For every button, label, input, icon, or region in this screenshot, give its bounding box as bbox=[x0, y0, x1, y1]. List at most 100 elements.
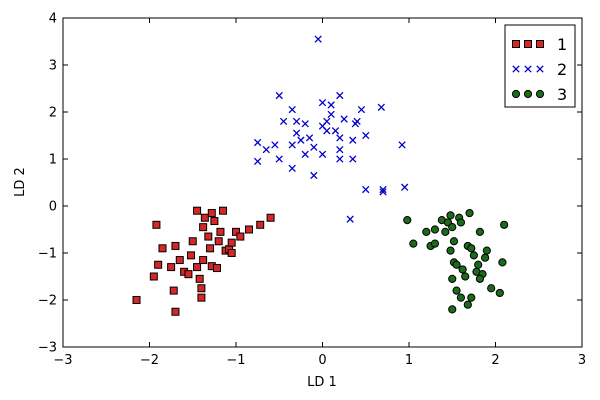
data-point bbox=[288, 141, 296, 149]
data-point bbox=[362, 131, 370, 140]
data-point bbox=[463, 300, 472, 309]
data-point bbox=[446, 211, 455, 220]
data-point bbox=[398, 141, 406, 149]
data-point bbox=[171, 307, 180, 316]
data-point bbox=[167, 263, 176, 272]
data-point bbox=[253, 138, 262, 147]
legend-entry-3: 3 bbox=[511, 85, 567, 104]
legend-label: 1 bbox=[557, 35, 567, 54]
data-point bbox=[403, 216, 412, 225]
legend-marker bbox=[512, 40, 520, 48]
data-point bbox=[216, 227, 225, 236]
data-point bbox=[498, 258, 507, 267]
data-point bbox=[448, 274, 457, 283]
data-point bbox=[210, 217, 219, 226]
data-point bbox=[340, 115, 348, 123]
data-point bbox=[377, 103, 385, 111]
axis-ticks: −3 −2 −1 0 1 2 3 −3 −2 −1 0 1 2 3 4 bbox=[38, 12, 586, 369]
data-point bbox=[449, 237, 459, 246]
data-point bbox=[253, 157, 262, 166]
x-tick-label: −1 bbox=[226, 353, 245, 368]
data-point bbox=[430, 239, 440, 248]
data-point bbox=[323, 127, 331, 135]
data-point bbox=[441, 227, 450, 236]
data-point bbox=[195, 274, 204, 283]
data-point bbox=[275, 155, 283, 163]
data-point bbox=[132, 296, 141, 304]
y-tick-label: −1 bbox=[38, 247, 57, 262]
data-point bbox=[336, 134, 344, 142]
data-point bbox=[336, 155, 344, 163]
data-point bbox=[336, 91, 344, 100]
series-1 bbox=[132, 206, 275, 316]
y-tick-label: 2 bbox=[49, 106, 57, 121]
data-point bbox=[446, 246, 455, 255]
data-point bbox=[314, 35, 322, 43]
data-point bbox=[292, 117, 301, 126]
plot-area bbox=[132, 35, 509, 316]
data-point bbox=[331, 127, 340, 135]
data-point bbox=[351, 120, 360, 128]
data-point bbox=[227, 238, 236, 247]
y-tick-label: 1 bbox=[49, 153, 57, 168]
y-tick-label: −3 bbox=[38, 341, 57, 356]
data-point bbox=[487, 284, 496, 293]
legend-marker bbox=[523, 89, 533, 99]
series-3 bbox=[403, 208, 509, 314]
data-point bbox=[187, 251, 196, 260]
data-point bbox=[207, 209, 216, 218]
legend-entry-2: 2 bbox=[512, 60, 567, 79]
data-point bbox=[474, 260, 483, 269]
data-point bbox=[244, 225, 253, 234]
data-point bbox=[288, 105, 296, 114]
data-point bbox=[184, 270, 193, 279]
data-point bbox=[500, 220, 509, 229]
legend-entries: 1 2 3 bbox=[511, 35, 567, 104]
data-point bbox=[199, 223, 208, 232]
data-point bbox=[448, 305, 457, 314]
data-point bbox=[301, 120, 309, 128]
data-point bbox=[310, 171, 318, 180]
data-point bbox=[458, 265, 467, 274]
data-point bbox=[206, 244, 215, 253]
data-point bbox=[430, 225, 440, 234]
data-point bbox=[271, 141, 279, 149]
legend: 1 2 3 bbox=[504, 24, 576, 108]
data-point bbox=[200, 213, 209, 222]
data-point bbox=[193, 206, 202, 215]
legend-label: 2 bbox=[557, 60, 567, 79]
data-point bbox=[465, 208, 474, 218]
data-point bbox=[169, 286, 178, 295]
data-point bbox=[199, 256, 208, 265]
data-point bbox=[452, 260, 461, 269]
data-point bbox=[275, 91, 283, 100]
data-point bbox=[379, 185, 387, 194]
data-point bbox=[188, 237, 197, 246]
series-2 bbox=[253, 35, 409, 223]
data-point bbox=[227, 249, 236, 257]
data-point bbox=[336, 145, 344, 154]
data-point bbox=[475, 227, 485, 236]
data-point bbox=[482, 246, 491, 255]
data-point bbox=[262, 145, 270, 154]
x-axis-label: LD 1 bbox=[307, 375, 337, 390]
data-point bbox=[456, 218, 465, 227]
data-point bbox=[362, 185, 370, 194]
data-point bbox=[401, 183, 409, 191]
data-point bbox=[256, 220, 265, 229]
data-point bbox=[297, 136, 305, 144]
axes-frame bbox=[62, 17, 583, 348]
data-point bbox=[346, 215, 354, 223]
y-axis-label: LD 2 bbox=[13, 167, 28, 197]
data-point bbox=[409, 239, 418, 248]
x-tick-label: 3 bbox=[578, 353, 586, 368]
data-point bbox=[266, 213, 275, 222]
data-point bbox=[288, 164, 296, 173]
legend-marker bbox=[535, 89, 545, 99]
data-point bbox=[219, 206, 228, 215]
data-point bbox=[461, 272, 470, 281]
y-tick-label: −2 bbox=[38, 294, 57, 309]
data-point bbox=[171, 241, 180, 250]
legend-marker bbox=[524, 40, 532, 48]
